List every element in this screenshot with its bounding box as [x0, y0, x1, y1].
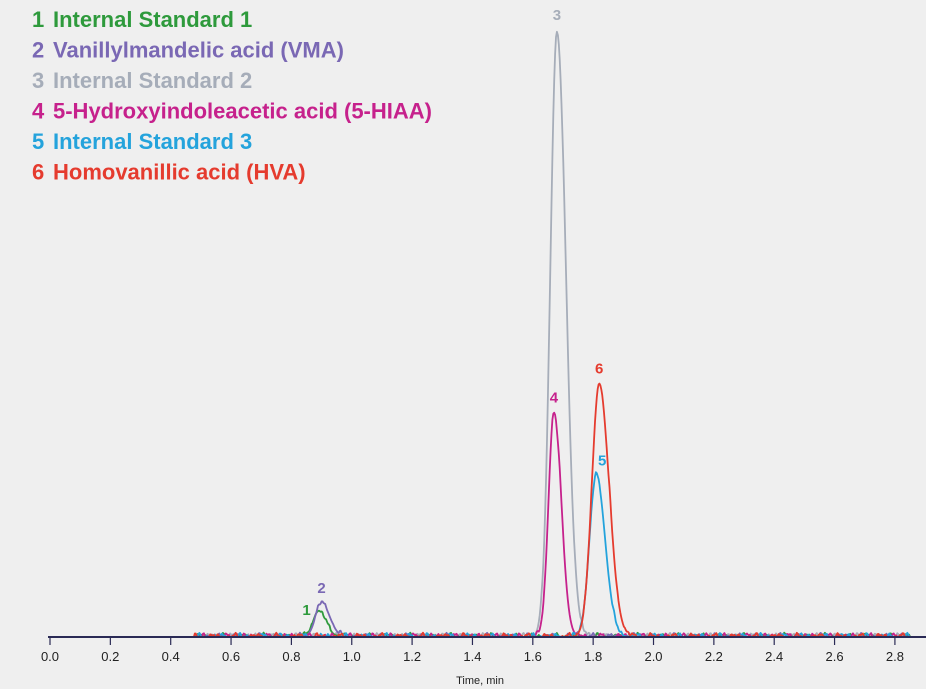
peak-label-6: 6 [595, 361, 603, 378]
peak-label-3: 3 [553, 7, 561, 24]
x-tick-label: 0.8 [282, 649, 300, 664]
x-axis-ticks: 0.0 0.2 0.4 0.6 0.8 1.0 1.2 1.4 1.6 1.8 2.0 2.2 2.4 2… [41, 637, 904, 664]
x-tick-label: 1.6 [524, 649, 542, 664]
legend-entry-1: Internal Standard 1 [53, 7, 252, 32]
legend: 1 Internal Standard 1 2 Vanillylmandelic ac… [32, 7, 432, 185]
legend-entry-5: Internal Standard 3 [53, 129, 252, 154]
x-tick-label: 1.4 [463, 649, 481, 664]
series-6-trace [50, 382, 911, 638]
x-axis-label: Time, min [456, 675, 504, 687]
legend-number-4: 4 [32, 99, 45, 124]
legend-entry-6: Homovanillic acid (HVA) [53, 160, 306, 185]
x-tick-label: 2.6 [826, 649, 844, 664]
legend-number-2: 2 [32, 38, 44, 63]
peak-labels: 12 3 4 5 6 [302, 7, 606, 619]
legend-entry-2: Vanillylmandelic acid (VMA) [53, 38, 344, 63]
legend-entry-3: Internal Standard 2 [53, 68, 252, 93]
peak-label-5: 5 [598, 452, 606, 469]
x-tick-label: 0.6 [222, 649, 240, 664]
series-2-trace [50, 600, 911, 638]
peak-label-2: 2 [317, 580, 325, 597]
peak-label-4: 4 [550, 390, 559, 407]
x-tick-label: 0.2 [101, 649, 119, 664]
legend-number-1: 1 [32, 7, 44, 32]
x-tick-label: 2.0 [644, 649, 662, 664]
x-tick-label: 2.4 [765, 649, 783, 664]
series-4-trace [50, 411, 911, 638]
x-tick-label: 1.8 [584, 649, 602, 664]
x-tick-label: 1.2 [403, 649, 421, 664]
x-tick-label: 0.4 [162, 649, 180, 664]
legend-number-3: 3 [32, 68, 44, 93]
x-tick-label: 2.8 [886, 649, 904, 664]
x-tick-label: 2.2 [705, 649, 723, 664]
x-tick-label: 0.0 [41, 649, 59, 664]
legend-number-6: 6 [32, 160, 44, 185]
series-5-trace [50, 471, 911, 638]
legend-number-5: 5 [32, 129, 44, 154]
legend-entry-4: 5-Hydroxyindoleacetic acid (5-HIAA) [53, 99, 432, 124]
peak-label-1: 1 [302, 602, 310, 619]
x-tick-label: 1.0 [343, 649, 361, 664]
